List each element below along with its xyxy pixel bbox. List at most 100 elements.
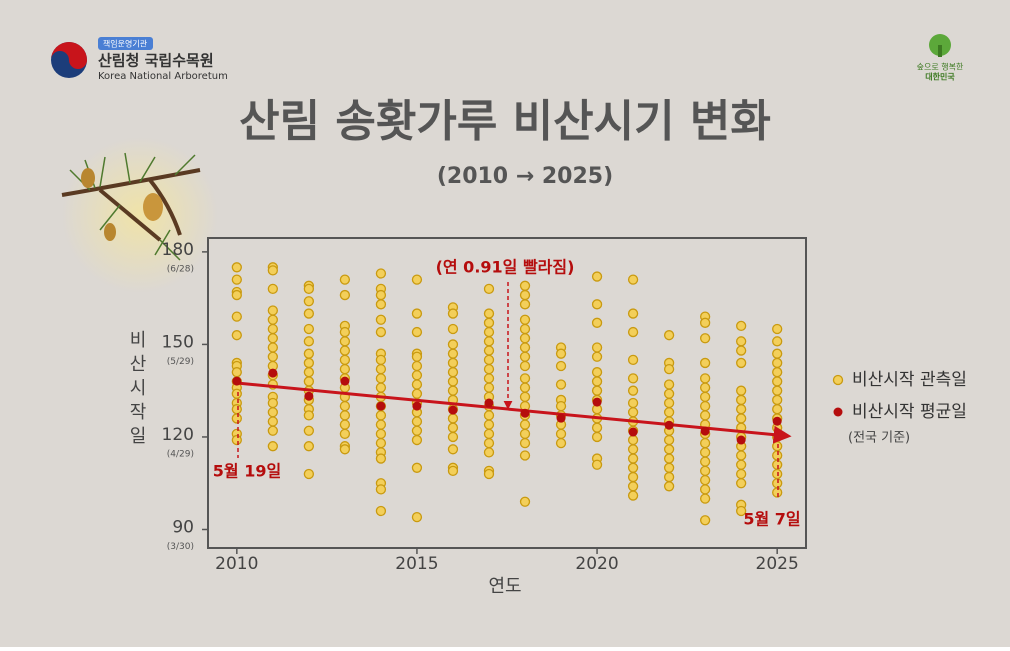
observation-point [483,336,495,347]
observation-point [627,407,639,418]
y-tick-sublabel: (3/30) [167,542,194,552]
observation-point [591,376,603,387]
observation-point [231,367,242,378]
observation-point [483,437,495,449]
observation-point [519,360,531,372]
observation-point [627,354,639,365]
observation-point [627,481,639,492]
observation-point [663,444,675,455]
observation-point [772,357,783,369]
observation-point [447,444,459,455]
observation-point [736,478,747,489]
observation-point [591,317,603,328]
observation-point [772,323,783,335]
observation-point [267,283,278,295]
observation-point [699,391,711,403]
legend-label: 비산시작 관측일 [852,370,967,390]
org-name: 산림청 국립수목원 [98,52,214,70]
observation-point [736,394,747,406]
observation-point [303,348,315,359]
mean-point [592,397,602,407]
observation-point [411,326,423,338]
mean-point [412,401,422,411]
legend-marker [832,374,844,386]
observation-point [231,311,242,322]
observation-point [339,274,351,285]
observation-point [699,382,711,393]
chart-subtitle: (2010 → 2025) [437,164,613,189]
observation-point [303,296,315,307]
observation-point [483,373,495,384]
observation-point [483,468,495,480]
x-tick-label: 2020 [575,554,618,574]
observation-point [483,363,495,375]
observation-point [339,326,351,338]
observation-point [591,299,603,310]
observation-point [663,407,675,418]
observation-point [339,336,351,347]
observation-point [375,326,387,338]
observation-point [483,382,495,393]
observation-point [772,336,783,347]
observation-point [736,450,747,461]
observation-point [339,400,351,412]
observation-point [303,425,315,436]
observation-point [519,437,531,449]
y-tick-label: 90 [172,517,194,537]
observation-point [447,376,459,387]
observation-point [483,283,495,295]
observation-point [267,342,278,353]
observation-point [447,413,459,424]
observation-point [591,271,603,282]
observation-point [231,434,242,446]
observation-point [267,333,278,344]
observation-point [663,363,675,375]
observation-point [699,333,711,344]
observation-point [375,373,387,384]
observation-point [663,434,675,446]
observation-point [736,320,747,332]
observation-point [231,404,242,415]
observation-point [411,274,423,285]
observation-point [303,376,315,387]
observation-point [736,413,747,424]
y-tick-label: 150 [162,332,194,352]
observation-point [627,373,639,384]
observation-point [411,462,423,473]
observation-point [411,512,423,523]
observation-point [772,376,783,387]
observation-point [627,434,639,446]
observation-point [736,505,747,517]
observation-point [483,354,495,365]
observation-point [231,289,242,301]
observation-point [339,345,351,356]
observation-point [375,419,387,430]
observation-point [519,450,531,461]
annotation: 5월 19일 [213,462,281,481]
logo: 책임운영기관 산림청 국립수목원 Korea National Arboretu… [51,37,228,82]
observation-point [267,305,278,316]
observation-point [627,397,639,409]
slogan-logo: 숲으로 행복한 대한민국 [917,34,964,82]
observation-point [447,339,459,350]
observation-point [375,410,387,421]
slogan: 숲으로 행복한 [917,62,964,72]
observation-point [375,428,387,440]
observation-point [627,462,639,473]
x-tick-label: 2010 [215,554,258,574]
observation-point [483,317,495,328]
annotation: 5월 7일 [743,510,800,529]
observation-point [772,441,783,452]
observation-point [267,265,278,276]
observation-point [339,419,351,430]
observation-point [447,348,459,359]
observation-point [627,385,639,396]
observation-point [736,336,747,347]
y-tick-label: 120 [162,425,194,445]
observation-point [411,388,423,399]
observation-point [699,410,711,421]
mean-point [232,376,242,386]
observation-point [303,323,315,335]
observation-point [447,323,459,335]
